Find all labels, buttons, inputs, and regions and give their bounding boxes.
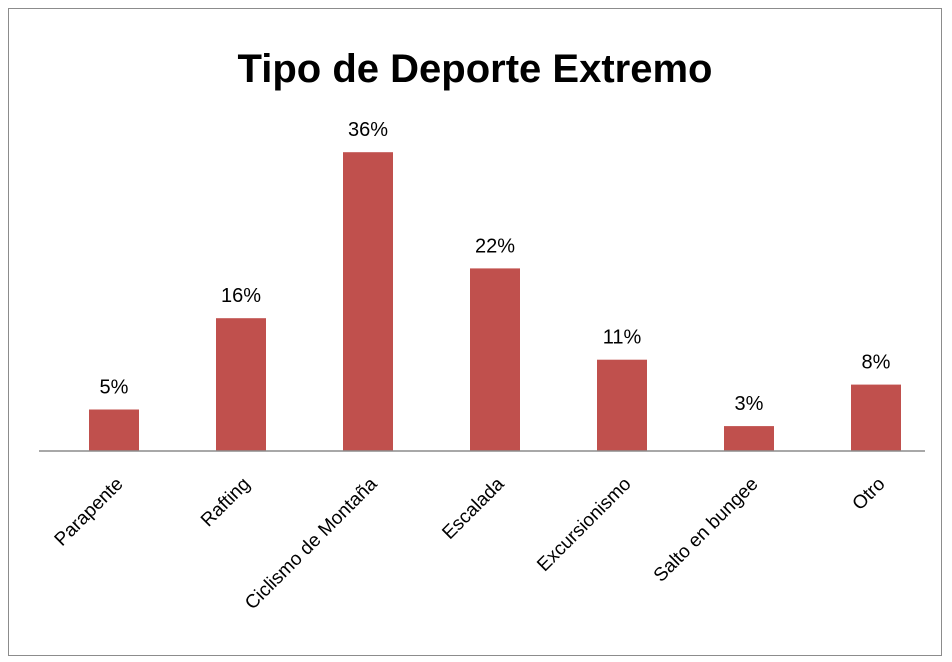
category-label-parapente: Parapente <box>51 474 128 551</box>
data-label-excursionismo: 11% <box>603 327 642 349</box>
bar-parapente <box>89 409 139 451</box>
chart-frame: Tipo de Deporte Extremo 5% 16% 36% 22% 11% 3%… <box>8 8 942 656</box>
data-label-escalada: 22% <box>475 235 515 257</box>
category-label-rafting: Rafting <box>197 474 254 531</box>
bar-otro <box>851 384 901 451</box>
category-label-excursionismo: Excursionismo <box>533 474 635 576</box>
data-label-otro: 8% <box>862 352 891 374</box>
data-labels-group: 5% 16% 36% 22% 11% 3% 8% <box>100 119 891 415</box>
category-label-ciclismo-de-montana: Ciclismo de Montaña <box>241 473 382 614</box>
bars-group <box>89 152 901 451</box>
chart-title: Tipo de Deporte Extremo <box>237 47 713 91</box>
bar-excursionismo <box>597 359 647 451</box>
bar-salto-en-bungee <box>724 426 774 451</box>
category-label-escalada: Escalada <box>438 473 508 543</box>
data-label-salto-en-bungee: 3% <box>735 393 764 415</box>
data-label-parapente: 5% <box>100 377 129 399</box>
bar-rafting <box>216 318 266 451</box>
bar-chart: 5% 16% 36% 22% 11% 3% 8% Parapente RaftingCicli… <box>39 119 925 614</box>
category-label-otro: Otro <box>849 474 890 515</box>
data-label-ciclismo-de-montana: 36% <box>348 119 388 141</box>
bar-ciclismo-de-montana <box>343 152 393 451</box>
category-label-salto-en-bungee: Salto en bungee <box>650 474 763 587</box>
bar-escalada <box>470 268 520 451</box>
data-label-rafting: 16% <box>221 285 261 307</box>
